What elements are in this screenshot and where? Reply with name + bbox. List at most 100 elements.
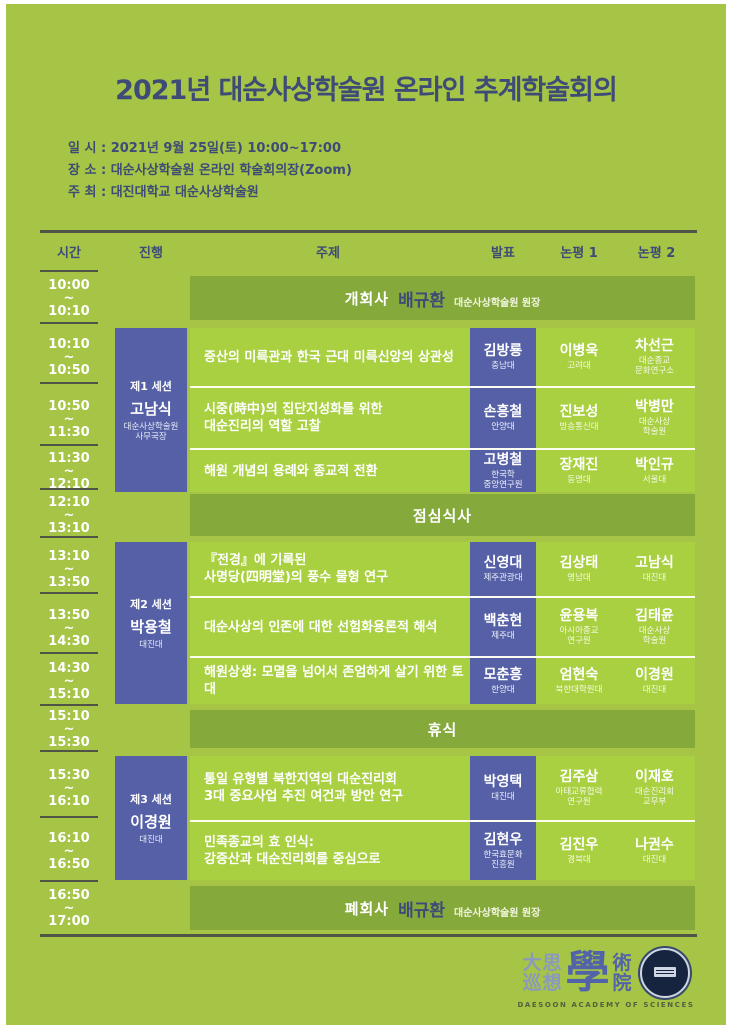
presenter-name: 백춘현: [483, 612, 523, 629]
commentator-affiliation: 아태교류협력 연구원: [555, 786, 603, 807]
presenter-cell: 고병철 한국학 중앙연구원: [470, 450, 536, 492]
meta-separator: :: [96, 163, 111, 178]
presenter-affiliation: 제주관광대: [483, 572, 523, 583]
lunch-label: 점심식사: [412, 506, 473, 525]
session-2-label: 제2 세션: [130, 598, 172, 611]
table-top-rule: [40, 230, 697, 233]
session-1-chair-affiliation: 대순사상학술원 사무국장: [123, 422, 179, 442]
topic-cell: 『전경』에 기록된 사명당(四明堂)의 풍수 물형 연구: [204, 553, 389, 585]
presenter-affiliation: 안양대: [491, 421, 515, 432]
meta-separator: :: [96, 141, 111, 156]
session-3-rows: 통일 유형별 북한지역의 대순진리회 3대 중요사업 추진 여건과 방안 연구 …: [190, 756, 695, 880]
commentator-affiliation: 영남대: [567, 572, 591, 583]
logo-caption: DAESOON ACADEMY OF SCIENCES: [517, 1001, 695, 1009]
commentator-affiliation: 방송통신대: [559, 421, 599, 432]
time-separator: [40, 488, 98, 490]
logo-hanja-main: 學: [565, 947, 610, 998]
commentator-name: 이병욱: [559, 342, 599, 359]
commentator-name: 나권수: [635, 836, 674, 853]
commentator-affiliation: 서울대: [642, 474, 667, 485]
time-slot: 13:50 ~ 14:30: [48, 607, 90, 649]
conference-title: 2021년 대순사상학술원 온라인 추계학술회의: [115, 75, 618, 106]
time-slot: 10:50 ~ 11:30: [48, 398, 90, 440]
logo-hanja-row2: 巡想: [522, 972, 563, 994]
column-header-topic: 주제: [316, 246, 340, 261]
commentator-name: 장재진: [559, 456, 599, 473]
topic-cell: 시중(時中)의 집단지성화를 위한 대순진리의 역할 고찰: [204, 402, 383, 434]
session-row: 시중(時中)의 집단지성화를 위한 대순진리의 역할 고찰 손흥철 안양대 진보성…: [190, 386, 695, 448]
session-1-chair-name: 고남식: [130, 400, 172, 418]
column-header-chair: 진행: [139, 246, 163, 261]
time-slot: 10:10 ~ 10:50: [48, 336, 90, 378]
session-1-label: 제1 세션: [130, 380, 172, 393]
commentator1-cell: 장재진 동명대: [540, 450, 618, 492]
time-slot: 16:50 ~ 17:00: [48, 887, 90, 929]
meta-host: 주 최 : 대진대학교 대순사상학술원: [68, 182, 352, 204]
time-separator: [40, 592, 98, 594]
session-3-chair-cell: 제3 세션 이경원 대진대: [115, 756, 187, 880]
commentator-affiliation: 동명대: [567, 474, 591, 485]
commentator-name: 박인규: [635, 456, 674, 473]
commentator-affiliation: 대순사상 학술원: [638, 416, 671, 437]
session-1-block: 제1 세션 고남식 대순사상학술원 사무국장 증산의 미륵관과 한국 근대 미륵…: [115, 328, 695, 492]
logo-hanja-right1: 術: [612, 952, 632, 974]
commentator-affiliation: 경북대: [567, 854, 591, 865]
commentator-affiliation: 아시아종교 연구원: [559, 625, 599, 646]
opening-speaker-name: 배규환: [398, 290, 446, 311]
commentator1-cell: 윤용복 아시아종교 연구원: [540, 598, 618, 656]
session-2-chair-cell: 제2 세션 박용철 대진대: [115, 542, 187, 704]
time-separator: [40, 270, 98, 272]
session-2-chair-affiliation: 대진대: [139, 640, 163, 650]
presenter-name: 김현우: [483, 831, 523, 848]
commentator-name: 김상태: [559, 554, 599, 571]
time-slot: 13:10 ~ 13:50: [48, 548, 90, 590]
column-header-comment2: 논평 2: [637, 246, 676, 261]
commentator2-cell: 이재호 대순진리회 교무부: [618, 756, 691, 820]
meta-date-label: 일 시: [68, 141, 97, 156]
presenter-name: 박영택: [483, 773, 523, 790]
opening-label: 개회사: [344, 289, 390, 308]
meta-venue-value: 대순사상학술원 온라인 학술회의장(Zoom): [110, 163, 352, 178]
closing-ceremony-band: 폐회사 배규환 대순사상학술원 원장: [190, 886, 695, 930]
commentator-name: 차선근: [635, 337, 674, 354]
session-row: 증산의 미륵관과 한국 근대 미륵신앙의 상관성 김방룡 충남대 이병욱 고려대 차…: [190, 328, 695, 386]
commentator-name: 박병만: [635, 398, 674, 415]
presenter-affiliation: 한국학 중앙연구원: [483, 469, 523, 490]
topic-cell: 증산의 미륵관과 한국 근대 미륵신앙의 상관성: [204, 349, 454, 365]
logo-hanja-right2: 院: [612, 972, 632, 994]
break-label: 휴식: [427, 720, 458, 739]
session-row: 통일 유형별 북한지역의 대순진리회 3대 중요사업 추진 여건과 방안 연구 …: [190, 756, 695, 820]
time-slot: 12:10 ~ 13:10: [48, 494, 90, 536]
closing-speaker-name: 배규환: [398, 900, 446, 921]
presenter-affiliation: 충남대: [491, 360, 515, 371]
presenter-name: 고병철: [483, 451, 523, 468]
commentator2-cell: 박인규 서울대: [618, 450, 691, 492]
time-separator: [40, 816, 98, 818]
time-separator: [40, 444, 98, 446]
commentator-affiliation: 대진대: [642, 854, 667, 865]
session-2-rows: 『전경』에 기록된 사명당(四明堂)의 풍수 물형 연구 신영대 제주관광대 김상…: [190, 542, 695, 704]
lunch-band: 점심식사: [190, 494, 695, 536]
session-3-block: 제3 세션 이경원 대진대 통일 유형별 북한지역의 대순진리회 3대 중요사업…: [115, 756, 695, 880]
time-separator: [40, 880, 98, 882]
commentator1-cell: 이병욱 고려대: [540, 328, 618, 386]
commentator-affiliation: 고려대: [567, 360, 591, 371]
commentator1-cell: 엄현숙 북한대학원대: [540, 658, 618, 704]
presenter-cell: 백춘현 제주대: [470, 598, 536, 656]
commentator2-cell: 고남식 대진대: [618, 542, 691, 596]
commentator2-cell: 이경원 대진대: [618, 658, 691, 704]
commentator2-cell: 나권수 대진대: [618, 822, 691, 880]
commentator-name: 이재호: [635, 768, 674, 785]
commentator1-cell: 김주삼 아태교류협력 연구원: [540, 756, 618, 820]
time-separator: [40, 652, 98, 654]
session-row: 민족종교의 효 인식: 강증산과 대순진리회를 중심으로 김현우 한국효문화 진흥…: [190, 820, 695, 880]
time-slot: 11:30 ~ 12:10: [48, 450, 90, 492]
daesoon-academy-logo: 大思 巡想 學 術 院 DAESOON ACADEMY OF SCIENCES: [511, 948, 701, 1009]
presenter-name: 신영대: [483, 554, 523, 571]
presenter-affiliation: 한국효문화 진흥원: [483, 849, 523, 870]
session-3-label: 제3 세션: [130, 793, 172, 806]
session-row: 『전경』에 기록된 사명당(四明堂)의 풍수 물형 연구 신영대 제주관광대 김상…: [190, 542, 695, 596]
presenter-name: 손흥철: [483, 403, 523, 420]
column-header-time: 시간: [57, 246, 81, 261]
opening-ceremony-band: 개회사 배규환 대순사상학술원 원장: [190, 276, 695, 320]
